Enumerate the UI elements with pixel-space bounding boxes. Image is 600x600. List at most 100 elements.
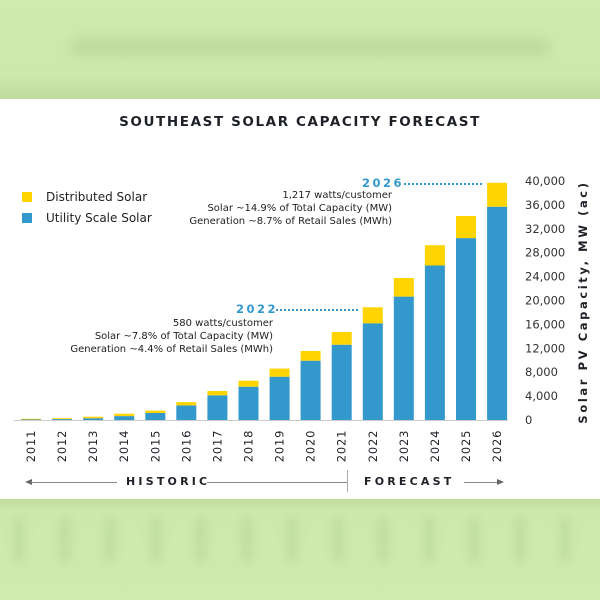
annotation-line: Generation ~8.7% of Retail Sales (MWh)	[189, 216, 392, 227]
blurred-ghost-bar	[150, 517, 161, 562]
x-tick-label: 2015	[148, 430, 162, 462]
x-tick-label: 2021	[335, 430, 349, 462]
bar-distributed-2020	[300, 351, 321, 361]
bar-distributed-2019	[269, 368, 290, 377]
annotation-leader-2026	[404, 183, 482, 185]
x-tick-label: 2022	[366, 430, 380, 462]
x-tick-label: 2018	[242, 430, 256, 462]
y-tick-label: 28,000	[525, 246, 565, 260]
bar-distributed-2021	[331, 332, 352, 345]
legend-swatch-distributed	[22, 192, 32, 202]
bar-utility-2019	[269, 376, 290, 420]
annotation-line: Solar ~14.9% of Total Capacity (MW)	[207, 203, 392, 214]
x-tick-label: 2011	[24, 430, 38, 462]
x-tick-label: 2019	[273, 430, 287, 462]
blurred-ghost-bar	[14, 517, 24, 562]
x-tick-label: 2016	[179, 430, 193, 462]
bar-utility-2017	[207, 395, 228, 420]
bar-utility-2022	[362, 323, 383, 420]
legend-label-utility: Utility Scale Solar	[46, 211, 152, 225]
bar-distributed-2025	[456, 216, 476, 239]
bar-utility-2015	[145, 413, 166, 420]
forecast-line	[464, 482, 498, 483]
blurred-background-bottom	[0, 499, 600, 600]
bar-distributed-2014	[114, 413, 135, 417]
bar-utility-2018	[238, 386, 259, 420]
annotation-text-2026: 1,217 watts/customer Solar ~14.9% of Tot…	[189, 189, 392, 228]
chart-title: SOUTHEAST SOLAR CAPACITY FORECAST	[119, 114, 481, 130]
bar-distributed-2026	[487, 182, 508, 207]
bar-utility-2026	[487, 206, 508, 420]
blurred-ghost-bar	[514, 517, 525, 562]
y-tick-label: 4,000	[525, 389, 558, 403]
bar-distributed-2013	[83, 416, 104, 419]
annotation-line: 580 watts/customer	[172, 318, 273, 329]
annotation-line: Generation ~4.4% of Retail Sales (MWh)	[70, 344, 273, 355]
blurred-background-top	[0, 0, 600, 99]
bar-utility-2023	[393, 296, 414, 420]
y-axis-label: Solar PV Capacity, MW (ac)	[576, 180, 590, 423]
bar-utility-2025	[456, 238, 476, 420]
bar-utility-2011	[21, 419, 41, 420]
y-tick-label: 24,000	[525, 270, 565, 284]
bar-distributed-2017	[207, 391, 228, 396]
x-ticks-group: 2011 2012 2013 2014 2015 2016 2017 2018 2019 2020…	[24, 430, 504, 462]
bar-utility-2024	[424, 265, 445, 420]
blurred-title-ghost	[70, 38, 550, 56]
x-tick-label: 2017	[210, 430, 224, 462]
y-tick-label: 20,000	[525, 294, 565, 308]
blurred-ghost-bar	[423, 517, 434, 562]
blurred-ghost-bar	[378, 517, 388, 562]
annotation-year-2026: 2026	[362, 176, 405, 190]
x-tick-label: 2013	[86, 430, 100, 462]
bars-group	[21, 182, 508, 420]
x-tick-label: 2025	[459, 430, 473, 462]
bar-utility-2016	[176, 405, 197, 420]
blurred-ghost-bar	[241, 517, 252, 562]
blurred-ghost-bar	[287, 517, 297, 562]
bar-utility-2014	[114, 416, 135, 420]
bar-distributed-2015	[145, 410, 166, 413]
blurred-ghost-bar	[332, 517, 343, 562]
annotation-leader-2022	[276, 309, 358, 311]
bar-distributed-2012	[52, 418, 73, 420]
x-tick-label: 2020	[304, 430, 318, 462]
blurred-ghost-bar	[105, 517, 115, 562]
legend-swatch-utility	[22, 213, 32, 223]
x-tick-label: 2023	[397, 430, 411, 462]
blurred-ghost-bar	[196, 517, 206, 562]
blurred-ghost-bar	[469, 517, 479, 562]
x-tick-label: 2014	[117, 430, 131, 462]
y-tick-label: 36,000	[525, 198, 565, 212]
legend-item-distributed: Distributed Solar	[22, 190, 147, 204]
period-label-historic: HISTORIC	[126, 475, 211, 488]
arrow-left-icon	[25, 479, 32, 485]
bar-distributed-2023	[393, 278, 414, 297]
bar-utility-2020	[300, 360, 321, 420]
x-tick-label: 2024	[428, 430, 442, 462]
y-ticks-group: 0 4,000 8,000 12,000 16,000 20,000 24,000 28,00…	[525, 174, 565, 427]
bar-distributed-2024	[424, 245, 445, 266]
bar-utility-2021	[331, 344, 352, 420]
historic-line-right	[207, 482, 347, 483]
y-tick-label: 16,000	[525, 317, 565, 331]
legend-item-utility: Utility Scale Solar	[22, 211, 152, 225]
blurred-ghost-bar	[59, 517, 70, 562]
bar-distributed-2022	[362, 307, 383, 324]
arrow-right-icon	[497, 479, 504, 485]
historic-forecast-divider	[347, 470, 348, 492]
bar-distributed-2011	[21, 418, 41, 420]
annotation-text-2022: 580 watts/customer Solar ~7.8% of Total …	[70, 317, 273, 356]
y-tick-label: 0	[525, 413, 532, 427]
y-tick-label: 12,000	[525, 341, 565, 355]
y-tick-label: 40,000	[525, 174, 565, 188]
legend-label-distributed: Distributed Solar	[46, 190, 148, 204]
bar-distributed-2018	[238, 380, 259, 387]
x-tick-label: 2026	[490, 430, 504, 462]
period-label-forecast: FORECAST	[364, 475, 455, 488]
bar-utility-2012	[52, 419, 73, 420]
y-tick-label: 8,000	[525, 365, 558, 379]
annotation-line: Solar ~7.8% of Total Capacity (MW)	[94, 331, 273, 342]
blurred-ghost-bar	[560, 517, 570, 562]
